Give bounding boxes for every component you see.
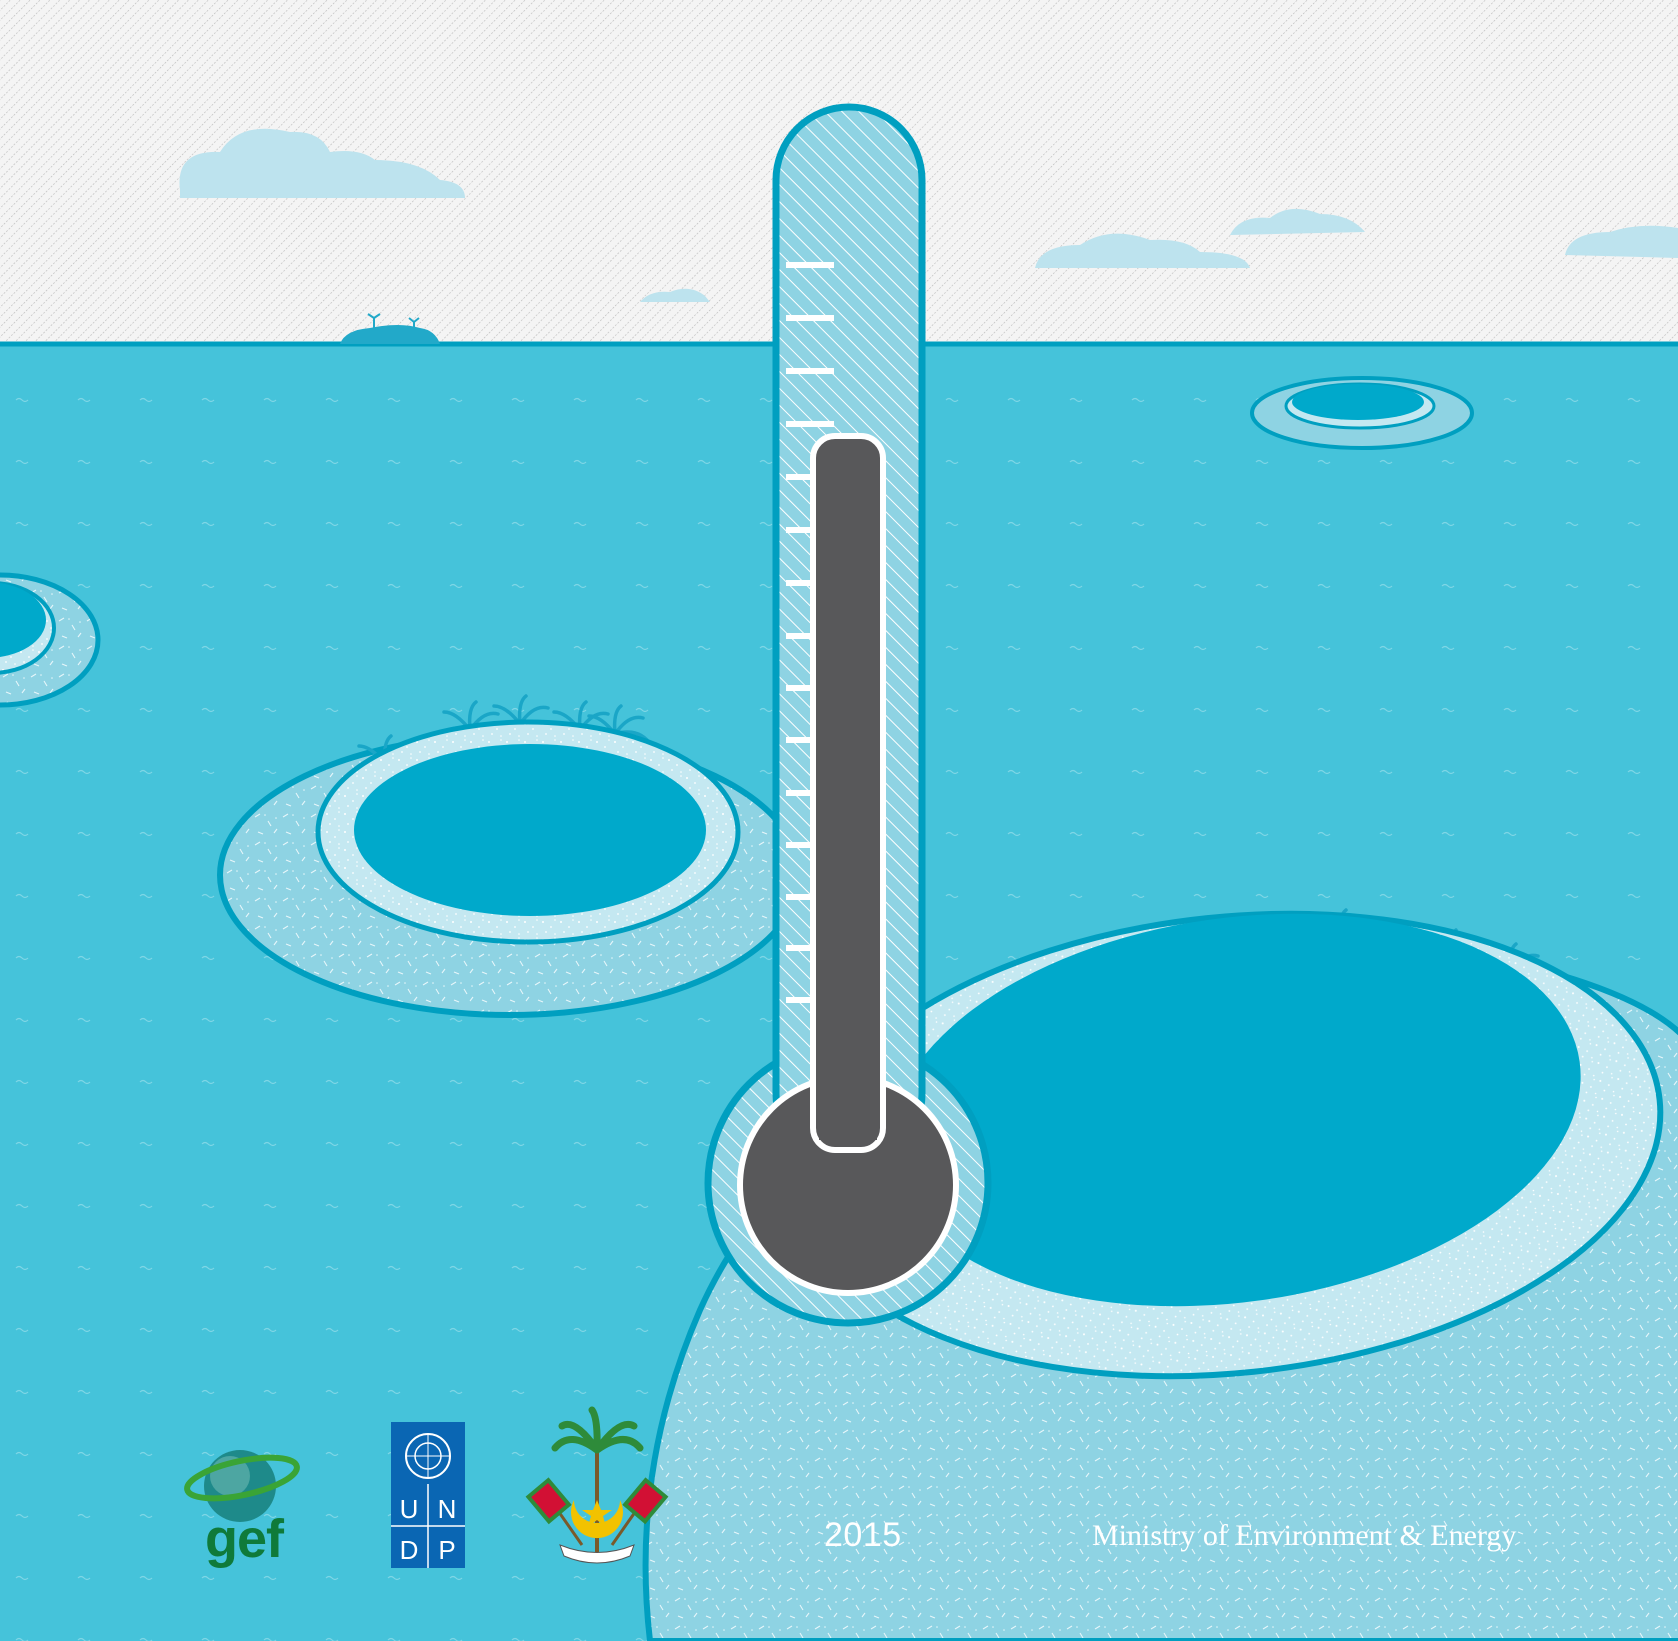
cloud-icon (1035, 233, 1250, 268)
atoll-icon (1250, 376, 1474, 450)
atoll-icon (217, 694, 803, 1018)
undp-logo: U N D P (391, 1422, 465, 1568)
distant-island-icon (340, 313, 440, 344)
undp-letter-n: N (438, 1494, 457, 1524)
thermometer-icon (704, 103, 992, 1327)
cloud-icon (1565, 225, 1678, 258)
un-emblem-icon (405, 1433, 451, 1479)
gef-logo (184, 1450, 300, 1522)
undp-letter-u: U (400, 1494, 419, 1524)
maldives-emblem (525, 1406, 669, 1564)
cloud-icon (179, 128, 465, 198)
cloud-icon (640, 288, 710, 302)
publisher-name: Ministry of Environment & Energy (1092, 1519, 1517, 1552)
publication-year: 2015 (824, 1516, 902, 1554)
undp-letter-p: P (438, 1535, 455, 1565)
cloud-icon (1230, 208, 1365, 235)
atoll-icon (0, 572, 101, 708)
gef-logo-text: gef (205, 1509, 284, 1569)
undp-letter-d: D (400, 1535, 419, 1565)
